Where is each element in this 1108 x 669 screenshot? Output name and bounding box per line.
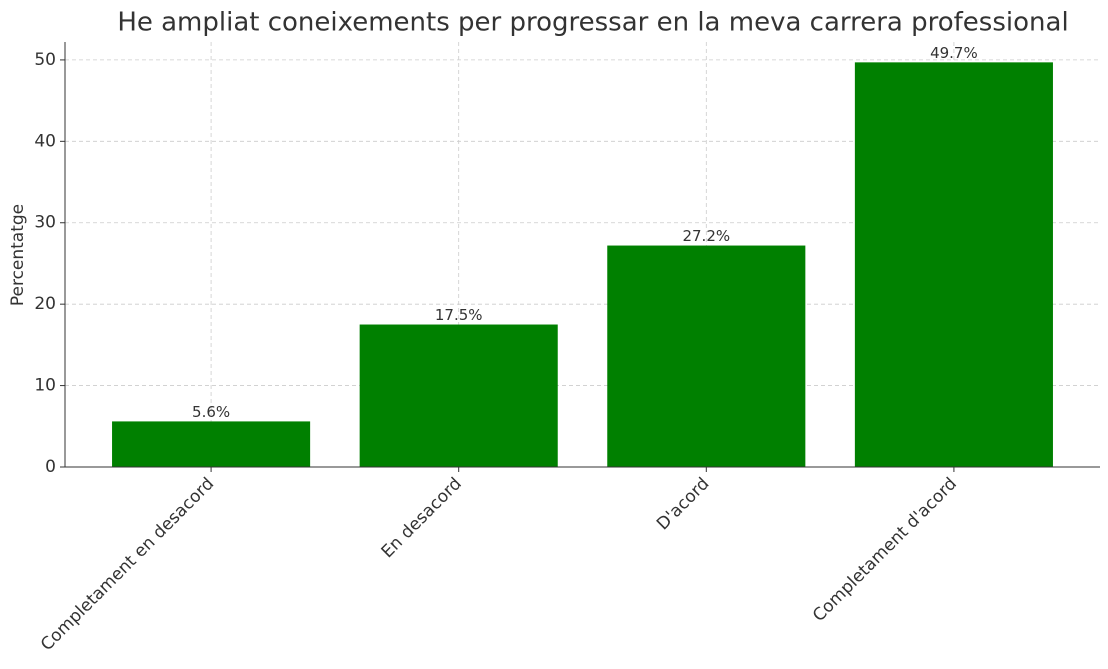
- y-tick-label: 50: [34, 50, 56, 70]
- chart-title: He ampliat coneixements per progressar e…: [117, 8, 1068, 38]
- value-label: 17.5%: [435, 306, 483, 324]
- value-label: 49.7%: [930, 44, 978, 62]
- x-tick-label: Completament d'acord: [809, 474, 961, 626]
- bar: [854, 62, 1053, 468]
- y-tick-label: 30: [34, 213, 56, 233]
- y-tick-label: 40: [34, 131, 56, 151]
- y-tick-label: 10: [34, 376, 56, 396]
- value-label: 5.6%: [192, 403, 230, 421]
- bar: [359, 324, 558, 467]
- x-tick-label: D'acord: [653, 474, 713, 534]
- y-tick-label: 20: [34, 294, 56, 314]
- value-label: 27.2%: [682, 227, 730, 245]
- y-axis-label: Percentatge: [8, 204, 28, 306]
- x-tick-label: En desacord: [378, 474, 466, 562]
- bar: [112, 421, 311, 467]
- y-tick-label: 0: [45, 457, 56, 477]
- x-tick-label: Completament en desacord: [37, 474, 218, 655]
- bar: [607, 245, 806, 467]
